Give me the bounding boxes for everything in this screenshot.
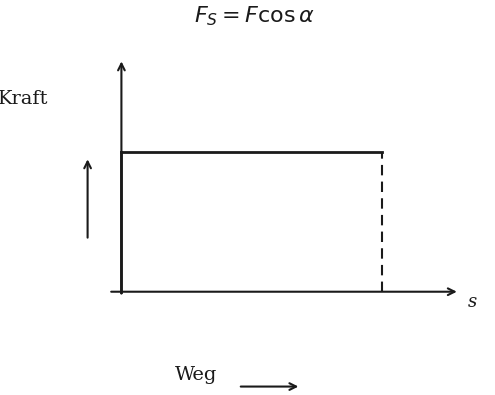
Text: s: s [467, 293, 477, 311]
Text: $F_S = F \cos \alpha$: $F_S = F \cos \alpha$ [195, 5, 315, 28]
Bar [121, 152, 382, 292]
Text: Weg: Weg [175, 366, 217, 384]
Text: Kraft: Kraft [0, 90, 48, 108]
